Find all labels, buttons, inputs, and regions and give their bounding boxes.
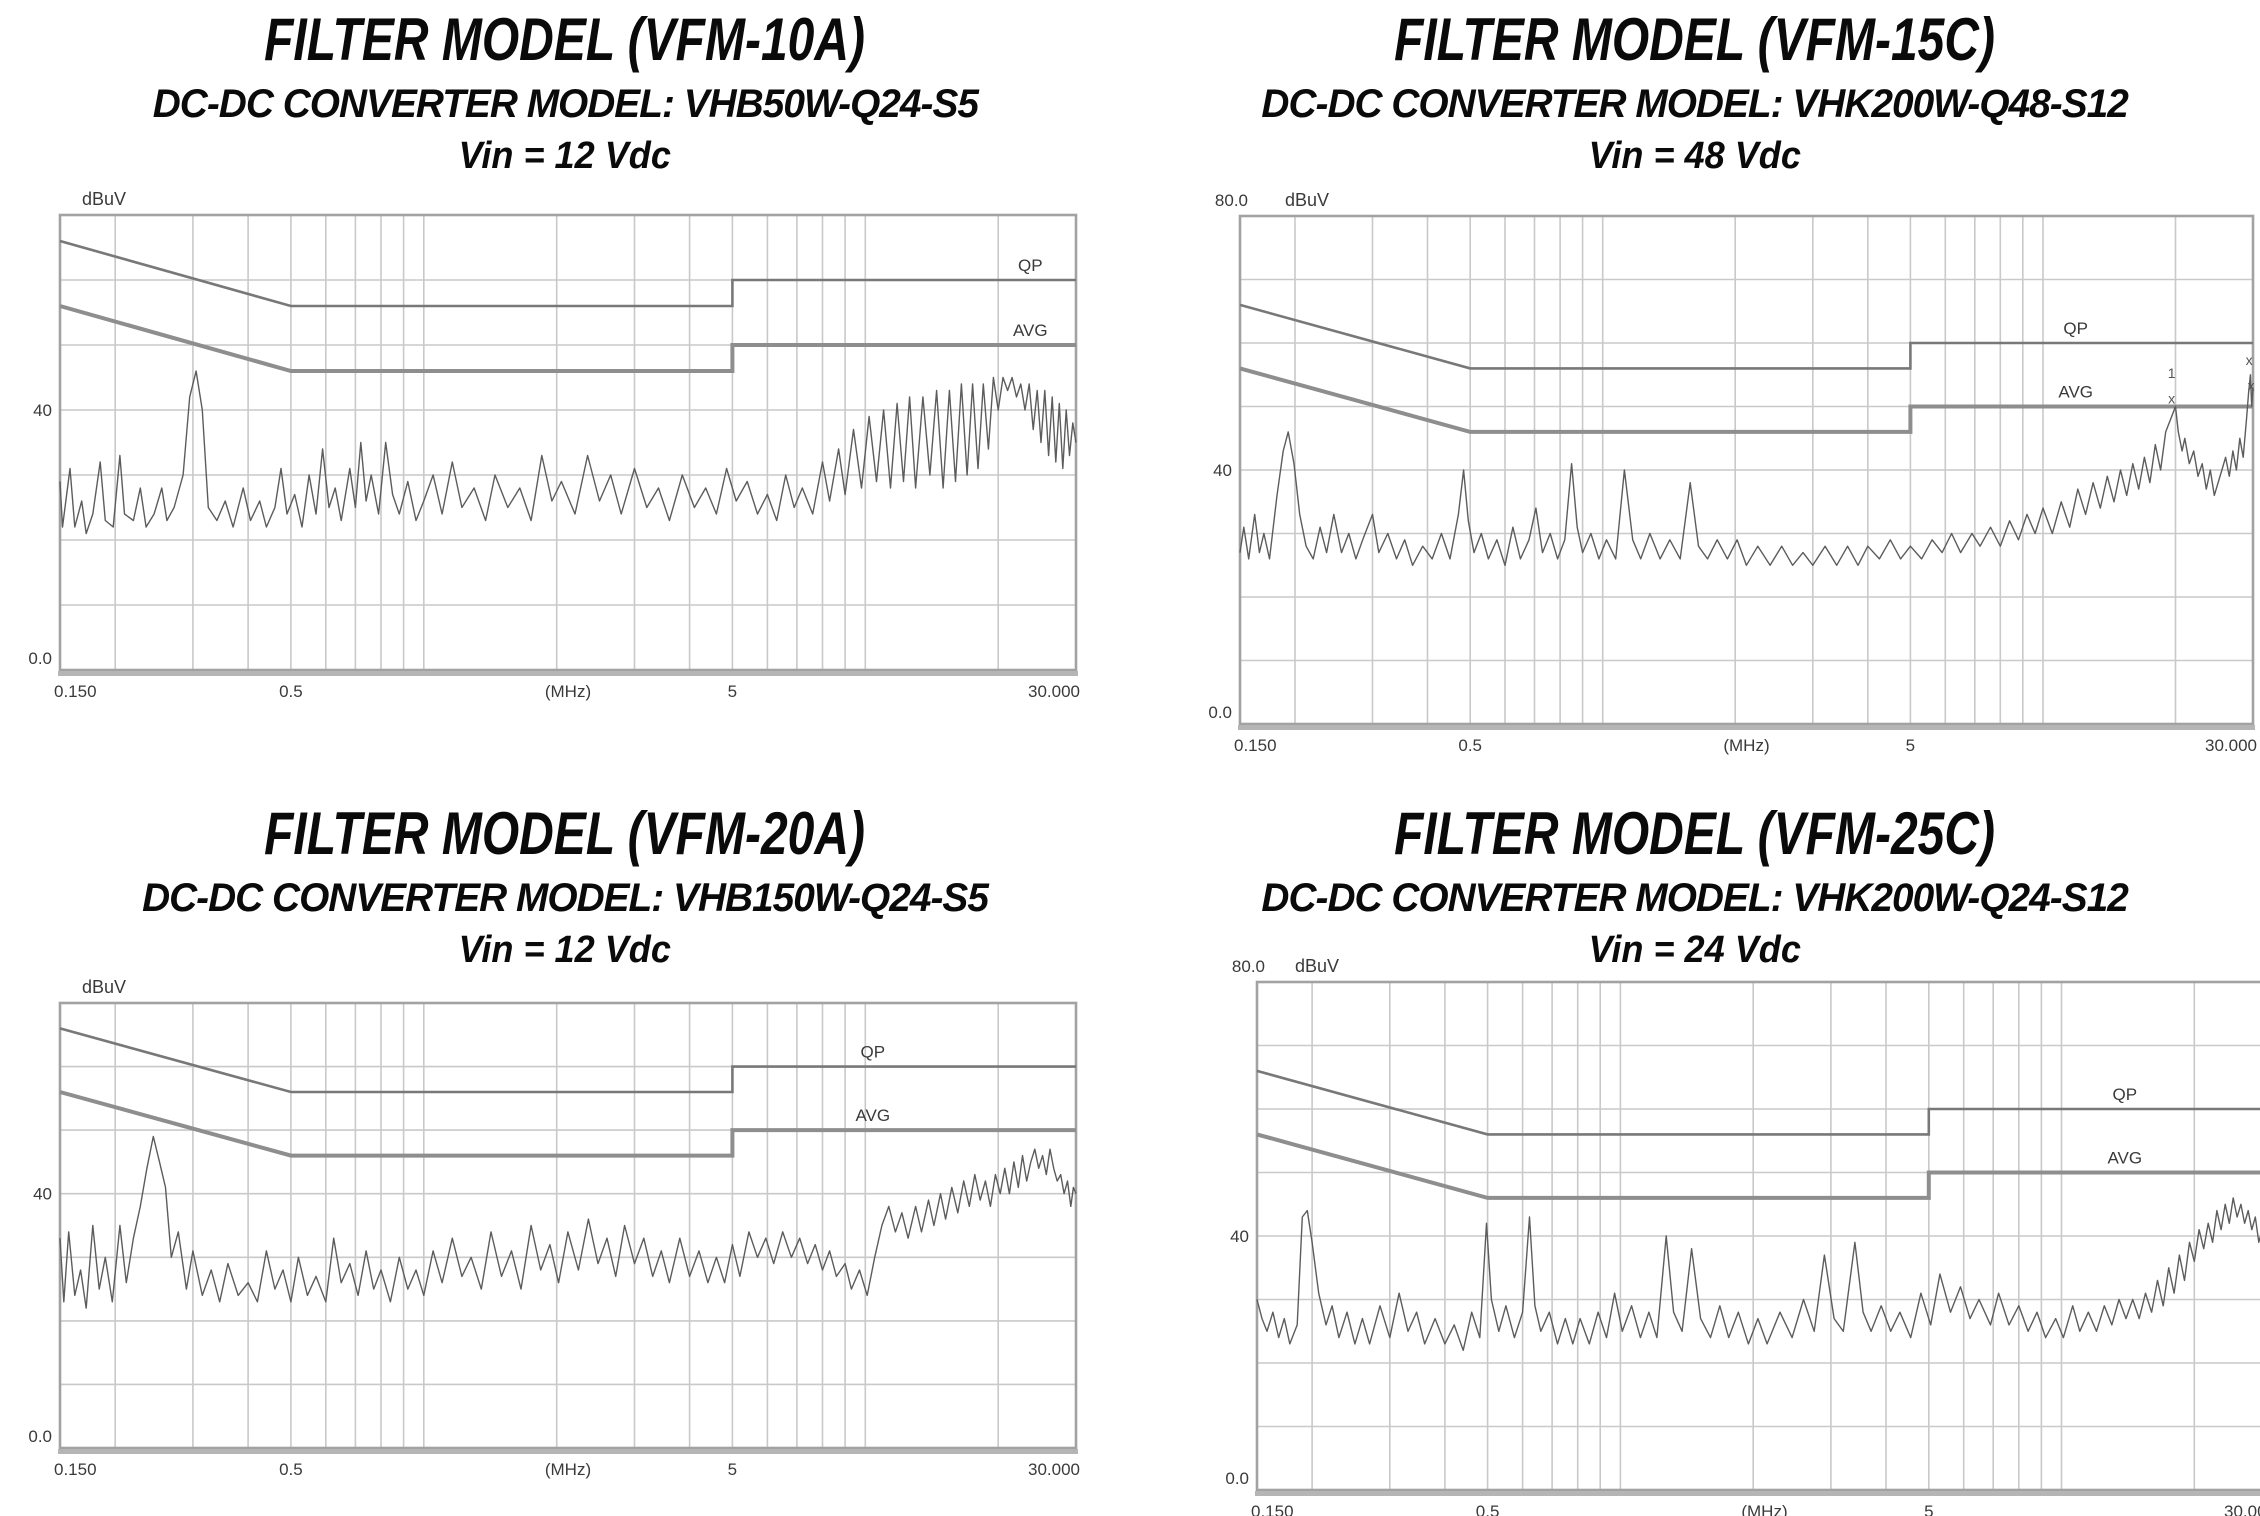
avg-limit-label: AVG xyxy=(2058,383,2093,402)
emission-chart-vfm-15c: QP AVG 80.0 dBuV 40 0.00.150 0.5 (MHz) 5 30.000 1 x… xyxy=(1208,190,2257,755)
qp-limit-line xyxy=(1239,303,2253,370)
conducted-emission-trace xyxy=(59,1135,1077,1309)
x-axis-tick-label: 0.150 xyxy=(1251,1502,1294,1516)
x-axis-tick-label: 5 xyxy=(728,1460,737,1479)
y-axis-tick-label: 0.0 xyxy=(28,649,52,668)
trace-marker: x xyxy=(2246,352,2253,368)
x-axis-tick-label: 30.000 xyxy=(2224,1502,2260,1516)
panel-title: FILTER MODEL (VFM-10A) xyxy=(264,6,866,73)
y-axis-tick-label: 40 xyxy=(33,1185,52,1204)
conducted-emission-trace xyxy=(1256,1197,2260,1351)
avg-limit-label: AVG xyxy=(1013,321,1048,340)
plot-border xyxy=(1238,214,2255,726)
x-axis-tick-label: (MHz) xyxy=(545,682,591,701)
x-axis-tick-label: 30.000 xyxy=(1028,682,1080,701)
chart-panel-vfm-15c: FILTER MODEL (VFM-15C) DC-DC CONVERTER M… xyxy=(1130,0,2260,758)
avg-limit-line xyxy=(1256,1132,2260,1200)
avg-limit-label: AVG xyxy=(855,1106,890,1125)
x-axis-tick-label: (MHz) xyxy=(1741,1502,1787,1516)
qp-limit-line xyxy=(1256,1069,2260,1136)
emission-chart-vfm-10a: QP AVG dBuV 40 0.00.150 0.5 (MHz) 5 30.000 xyxy=(28,189,1080,701)
plot-border xyxy=(1255,980,2260,1492)
x-axis-tick-label: 0.150 xyxy=(1234,736,1277,755)
qp-limit-line xyxy=(59,239,1076,308)
x-axis-tick-label: 5 xyxy=(1906,736,1915,755)
x-axis-tick-label: 0.5 xyxy=(1476,1502,1500,1516)
y-axis-tick-label: 40 xyxy=(1230,1227,1249,1246)
y-axis-tick-label: 0.0 xyxy=(1208,703,1232,722)
conducted-emission-trace xyxy=(59,370,1077,535)
panel-title: FILTER MODEL (VFM-25C) xyxy=(1394,800,1996,867)
plot-border xyxy=(58,1001,1078,1450)
x-axis-tick-label: 5 xyxy=(1924,1502,1933,1516)
x-axis-tick-label: (MHz) xyxy=(1723,736,1769,755)
x-axis-tick-label: 0.5 xyxy=(279,1460,303,1479)
y-axis-top-label: 80.0 xyxy=(1215,191,1248,210)
conducted-emission-trace xyxy=(1239,374,2254,566)
panel-vin: Vin = 12 Vdc xyxy=(458,929,672,971)
emission-chart-vfm-20a: QP AVG dBuV 40 0.00.150 0.5 (MHz) 5 30.000 xyxy=(28,977,1080,1479)
y-axis-top-label: 80.0 xyxy=(1232,957,1265,976)
x-axis-tick-label: (MHz) xyxy=(545,1460,591,1479)
qp-limit-label: QP xyxy=(1018,256,1043,275)
y-axis-tick-label: 40 xyxy=(1213,461,1232,480)
panel-subtitle: DC-DC CONVERTER MODEL: VHK200W-Q24-S12 xyxy=(1261,876,2129,920)
panel-title: FILTER MODEL (VFM-20A) xyxy=(264,800,866,867)
x-axis-tick-label: 0.150 xyxy=(54,1460,97,1479)
x-axis-tick-label: 0.150 xyxy=(54,682,97,701)
y-axis-unit-label: dBuV xyxy=(1285,190,1329,210)
avg-limit-label: AVG xyxy=(2107,1149,2142,1168)
chart-panel-vfm-10a: FILTER MODEL (VFM-10A) DC-DC CONVERTER M… xyxy=(0,0,1130,758)
panel-header: FILTER MODEL (VFM-25C) DC-DC CONVERTER M… xyxy=(1130,758,2260,971)
panel-header: FILTER MODEL (VFM-15C) DC-DC CONVERTER M… xyxy=(1130,0,2260,177)
y-axis-unit-label: dBuV xyxy=(1295,956,1339,976)
panel-header: FILTER MODEL (VFM-20A) DC-DC CONVERTER M… xyxy=(0,758,1130,971)
y-axis-tick-label: 0.0 xyxy=(28,1427,52,1446)
x-axis-tick-label: 0.5 xyxy=(1458,736,1482,755)
panel-subtitle: DC-DC CONVERTER MODEL: VHK200W-Q48-S12 xyxy=(1261,82,2129,126)
panel-header: FILTER MODEL (VFM-10A) DC-DC CONVERTER M… xyxy=(0,0,1130,177)
chart-panel-vfm-25c: FILTER MODEL (VFM-25C) DC-DC CONVERTER M… xyxy=(1130,758,2260,1516)
panel-subtitle: DC-DC CONVERTER MODEL: VHB50W-Q24-S5 xyxy=(152,82,978,126)
qp-limit-label: QP xyxy=(2113,1085,2138,1104)
avg-limit-line xyxy=(59,1090,1076,1158)
y-axis-unit-label: dBuV xyxy=(82,189,126,209)
panel-title: FILTER MODEL (VFM-15C) xyxy=(1394,6,1996,73)
panel-subtitle: DC-DC CONVERTER MODEL: VHB150W-Q24-S5 xyxy=(142,876,989,920)
x-axis-tick-label: 30.000 xyxy=(1028,1460,1080,1479)
trace-marker: x xyxy=(2248,378,2255,394)
chart-panel-vfm-20a: FILTER MODEL (VFM-20A) DC-DC CONVERTER M… xyxy=(0,758,1130,1516)
avg-limit-line xyxy=(59,304,1076,373)
emission-chart-vfm-25c: QP AVG 80.0 dBuV 40 0.00.150 0.5 (MHz) 5 30.000 xyxy=(1225,956,2260,1516)
trace-marker: 1 xyxy=(2168,365,2176,381)
y-axis-tick-label: 0.0 xyxy=(1225,1469,1249,1488)
panel-vin: Vin = 12 Vdc xyxy=(458,135,672,177)
x-axis-tick-label: 5 xyxy=(728,682,737,701)
y-axis-unit-label: dBuV xyxy=(82,977,126,997)
trace-marker: x xyxy=(2168,390,2175,406)
panel-vin: Vin = 48 Vdc xyxy=(1588,135,1802,177)
x-axis-tick-label: 30.000 xyxy=(2205,736,2257,755)
x-axis-tick-label: 0.5 xyxy=(279,682,303,701)
qp-limit-label: QP xyxy=(861,1043,886,1062)
avg-limit-line xyxy=(1239,366,2253,434)
qp-limit-label: QP xyxy=(2063,319,2088,338)
qp-limit-line xyxy=(59,1027,1076,1094)
panel-vin: Vin = 24 Vdc xyxy=(1588,929,1802,971)
y-axis-tick-label: 40 xyxy=(33,401,52,420)
